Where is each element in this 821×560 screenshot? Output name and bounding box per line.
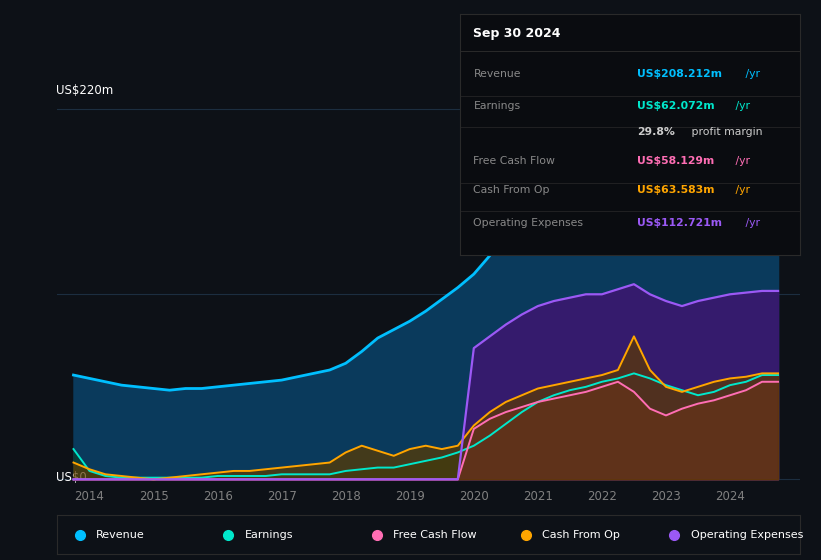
Text: /yr: /yr: [742, 69, 760, 79]
Text: /yr: /yr: [742, 218, 760, 228]
Text: Operating Expenses: Operating Expenses: [474, 218, 584, 228]
Text: Earnings: Earnings: [474, 100, 521, 110]
Text: US$62.072m: US$62.072m: [637, 100, 714, 110]
Text: US$208.212m: US$208.212m: [637, 69, 722, 79]
Text: Revenue: Revenue: [96, 530, 144, 540]
Text: 29.8%: 29.8%: [637, 127, 675, 137]
Text: profit margin: profit margin: [688, 127, 763, 137]
Text: Revenue: Revenue: [474, 69, 521, 79]
Text: Sep 30 2024: Sep 30 2024: [474, 27, 561, 40]
Text: /yr: /yr: [732, 185, 750, 195]
Text: US$63.583m: US$63.583m: [637, 185, 714, 195]
Text: Cash From Op: Cash From Op: [542, 530, 620, 540]
Text: Earnings: Earnings: [245, 530, 293, 540]
Text: Free Cash Flow: Free Cash Flow: [474, 156, 555, 166]
Text: /yr: /yr: [732, 156, 750, 166]
Text: US$58.129m: US$58.129m: [637, 156, 714, 166]
Text: Free Cash Flow: Free Cash Flow: [393, 530, 477, 540]
Text: /yr: /yr: [732, 100, 750, 110]
Text: US$220m: US$220m: [56, 84, 113, 97]
Text: US$0: US$0: [56, 472, 87, 484]
Text: US$112.721m: US$112.721m: [637, 218, 722, 228]
Text: Cash From Op: Cash From Op: [474, 185, 550, 195]
Text: Operating Expenses: Operating Expenses: [690, 530, 803, 540]
